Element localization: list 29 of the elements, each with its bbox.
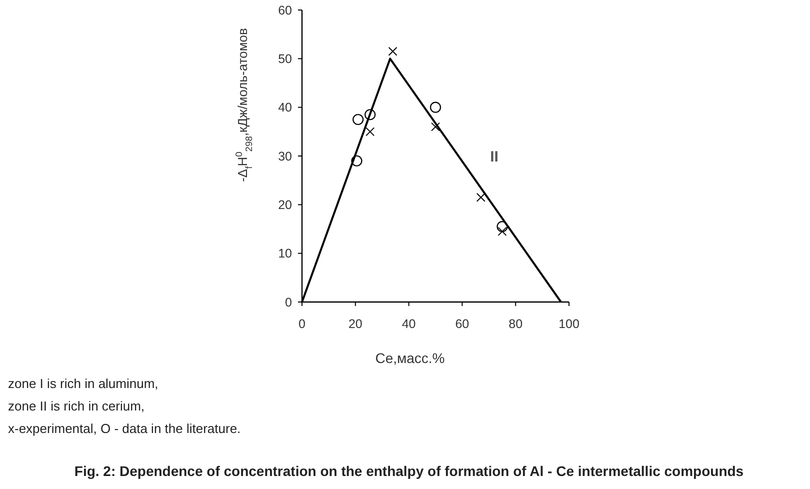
point — [352, 114, 364, 126]
y-tick-label: 20 — [278, 198, 292, 212]
point — [431, 122, 440, 132]
text: x-experimental, O - data in the literature. — [8, 421, 241, 436]
point — [388, 46, 398, 56]
x-tick-label: 100 — [558, 317, 580, 331]
point — [351, 155, 362, 166]
y-tick-label: 60 — [278, 3, 292, 18]
text: Fig. 2: Dependence of concentration on the enthalpy of formation of Al - Ce intermetallic compounds — [74, 463, 744, 479]
point — [496, 221, 508, 232]
x-axis-title: Ce,масс.% — [375, 350, 445, 366]
x-tick-label: 80 — [508, 317, 523, 331]
y-tick-label: 40 — [278, 100, 292, 115]
annotation: II — [490, 148, 498, 166]
x-tick-label: 0 — [298, 317, 306, 331]
y-tick-label: 50 — [278, 52, 292, 66]
x-tick-label: 60 — [455, 317, 470, 331]
y-tick-label: 10 — [278, 246, 292, 261]
x-tick-label: 20 — [348, 317, 362, 331]
x-tick-label: 40 — [402, 317, 416, 331]
point — [498, 226, 507, 236]
y-tick-label: 0 — [285, 295, 292, 310]
point — [476, 192, 486, 202]
point — [430, 102, 442, 113]
text: zone I is rich in aluminum, — [8, 376, 158, 391]
text: zone II is rich in cerium, — [8, 398, 145, 414]
point — [366, 127, 375, 136]
y-tick-label: 30 — [278, 149, 292, 164]
point — [364, 109, 376, 120]
